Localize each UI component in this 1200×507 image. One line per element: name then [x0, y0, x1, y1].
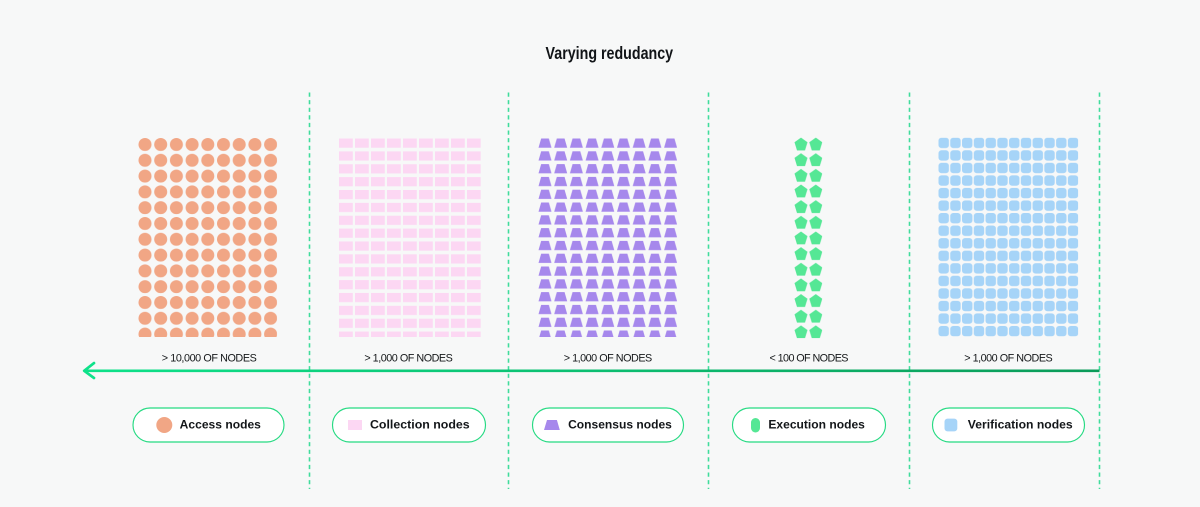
svg-text:> 1,000 OF NODES: > 1,000 OF NODES — [964, 353, 1053, 365]
svg-text:> 1,000 OF NODES: > 1,000 OF NODES — [364, 353, 453, 365]
svg-text:Collection nodes: Collection nodes — [370, 418, 470, 432]
svg-text:Access nodes: Access nodes — [180, 418, 262, 432]
svg-text:< 100 OF NODES: < 100 OF NODES — [770, 353, 849, 365]
svg-text:Execution nodes: Execution nodes — [768, 418, 865, 432]
svg-text:Verification nodes: Verification nodes — [968, 418, 1073, 432]
svg-text:Varying redudancy: Varying redudancy — [546, 43, 674, 63]
svg-text:Consensus nodes: Consensus nodes — [568, 418, 672, 432]
svg-text:> 1,000 OF NODES: > 1,000 OF NODES — [564, 353, 653, 365]
svg-text:> 10,000 OF NODES: > 10,000 OF NODES — [162, 353, 257, 365]
